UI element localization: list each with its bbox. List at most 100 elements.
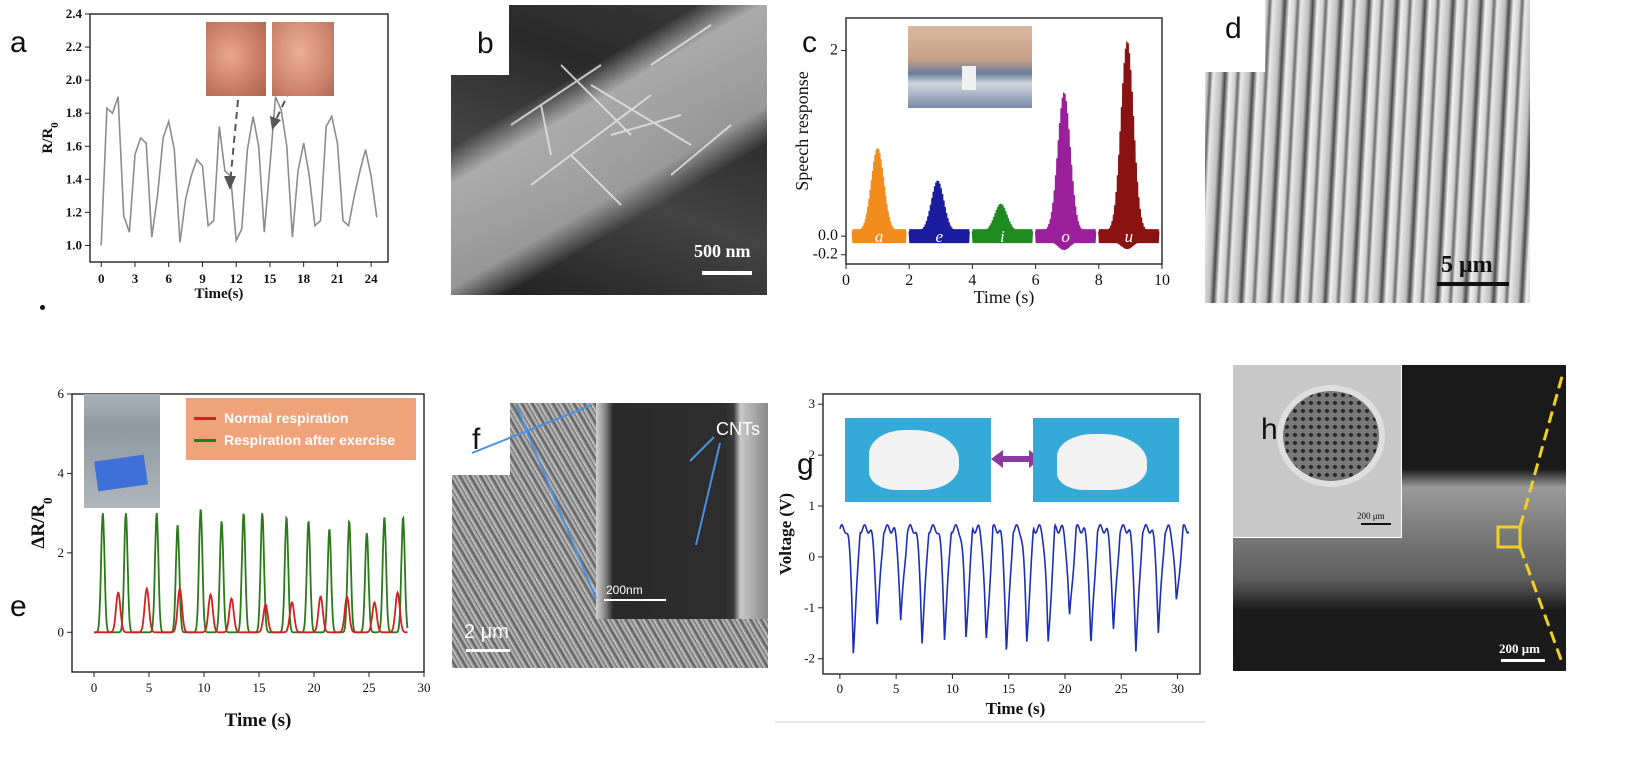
plot-frame [71, 393, 425, 673]
vowel-label-a: a [875, 227, 884, 246]
vowel-label-o: o [1061, 227, 1070, 246]
y-tick-label: 1.4 [66, 171, 83, 186]
legend-e: Normal respiration Respiration after exe… [186, 398, 416, 460]
vowel-label-u: u [1125, 227, 1134, 246]
vowel-band-e [909, 229, 970, 244]
photo-knee-left [206, 22, 266, 96]
inset-scale-bar-h-label: 200 μm [1357, 511, 1385, 521]
inset-scale-bar-h [1361, 523, 1391, 525]
panel-h-inset [1233, 365, 1402, 538]
scale-bar-h [1501, 659, 1545, 662]
y-axis-label: Voltage (V) [776, 493, 795, 575]
panel-g-inset-photo-open [845, 418, 991, 502]
annotation-cnts: CNTs [716, 419, 760, 439]
legend-swatch-normal [194, 416, 216, 420]
legend-label-exercise: Respiration after exercise [224, 432, 396, 448]
y-tick-label: 2 [809, 447, 816, 462]
panel-e-inset-photo [84, 394, 160, 508]
x-tick-label: 9 [199, 271, 206, 286]
legend-item-normal: Normal respiration [194, 410, 348, 426]
panel-f-inset [596, 403, 768, 619]
y-tick-label: 1.0 [66, 237, 82, 252]
panel-g: 0 5 10 15 20 25 30 -2 -1 0 1 2 3 Time (s) Voltage (V) … [775, 380, 1205, 765]
x-tick-label: 2 [905, 272, 913, 289]
y-axis-label: ΔR/R0 [28, 497, 55, 548]
x-tick-label: 21 [331, 271, 344, 286]
y-tick-label: 1.6 [66, 138, 83, 153]
x-tick-label: 30 [1171, 681, 1184, 696]
y-axis-label: R/R0 [40, 122, 61, 154]
photo-knee-right [272, 22, 334, 96]
y-tick-label: 2.2 [66, 39, 82, 54]
y-tick-label: 0 [809, 549, 816, 564]
double-arrow-left-head [991, 450, 1003, 468]
annotation-arrows-f [471, 404, 721, 600]
legend-item-exercise: Respiration after exercise [194, 432, 395, 448]
y-tick-label: 1 [809, 498, 816, 513]
x-tick-label: 20 [1058, 681, 1071, 696]
inset-scale-bar-f-label: 200nm [606, 583, 643, 597]
panel-h: h 200 μm 200 μm [1233, 365, 1566, 671]
x-tick-label: 6 [1032, 272, 1040, 289]
sem-fibers-b [510, 24, 732, 206]
panel-c-label: c [802, 26, 817, 59]
panel-f-label: f [452, 403, 510, 475]
panel-b-label: b [451, 5, 509, 75]
fiber-cross-section [1277, 385, 1385, 487]
panel-c: c 0 2 4 6 8 10 -0.2 0.0 2 Time (s) Speech response… [780, 0, 1200, 320]
x-tick-label: 8 [1095, 272, 1103, 289]
series-line-a [100, 96, 378, 246]
scale-bar-b-label: 500 nm [694, 241, 751, 261]
panel-f: f CNTs 200nm 2 μm [452, 403, 768, 668]
scale-bar-h-label: 200 μm [1499, 641, 1540, 656]
panel-h-label: h [1261, 413, 1278, 446]
chart-c: 0 2 4 6 8 10 -0.2 0.0 2 Time (s) Speech response a… [792, 17, 1170, 308]
series-line-voltage [839, 522, 1190, 654]
x-tick-label: 24 [365, 271, 379, 286]
scale-bar-d [1437, 282, 1509, 286]
panel-g-label: g [797, 448, 814, 481]
chest-sensor [94, 454, 148, 492]
vowel-band-a [852, 229, 907, 244]
x-axis-label: Time (s) [225, 710, 292, 731]
x-tick-label: 0 [842, 272, 850, 289]
vowel-label-i: i [1000, 227, 1005, 246]
y-tick-label: 2 [58, 545, 65, 560]
y-tick-label: 0 [58, 624, 65, 639]
y-tick-label: 2.0 [66, 72, 82, 87]
panel-e-label: e [10, 590, 27, 623]
arrowhead-right [270, 116, 281, 130]
chart-e: 0 5 10 15 20 25 30 0 2 4 6 Time (s) ΔR/R0 [28, 386, 431, 731]
panel-c-inset-photo [908, 26, 1032, 108]
y-tick-label: 2 [830, 41, 838, 58]
x-tick-label: 10 [1154, 272, 1170, 289]
y-tick-label: 1.8 [66, 105, 83, 120]
x-tick-label: 25 [363, 680, 376, 695]
x-tick-label: 15 [263, 271, 277, 286]
panel-b: b 500 nm [451, 5, 767, 295]
vowel-label-e: e [935, 227, 943, 246]
plot-frame [822, 393, 1201, 675]
series-line-normal [94, 586, 408, 634]
vowel-band-i [972, 229, 1033, 244]
y-tick-label: 0.0 [818, 227, 838, 244]
legend-label-normal: Normal respiration [224, 410, 349, 426]
scale-bar-d-label: 5 μm [1441, 252, 1493, 278]
scale-bar-b [702, 271, 752, 275]
plot-frame [845, 17, 1163, 265]
x-tick-label: 4 [968, 272, 976, 289]
x-tick-label: 25 [1115, 681, 1128, 696]
y-tick-label: -2 [804, 651, 815, 666]
vowel-band-u [1098, 229, 1159, 244]
x-tick-label: 12 [230, 271, 243, 286]
x-tick-label: 6 [165, 271, 172, 286]
y-tick-label: 1.2 [66, 204, 82, 219]
legend-swatch-exercise [194, 438, 216, 442]
y-tick-label: -1 [804, 600, 815, 615]
y-tick-label: 4 [58, 465, 65, 480]
x-tick-label: 3 [132, 271, 139, 286]
dashed-arrow-left [229, 99, 239, 185]
series-line-exercise [94, 509, 409, 634]
x-axis-label: Time (s) [974, 287, 1035, 308]
x-tick-label: 18 [297, 271, 311, 286]
